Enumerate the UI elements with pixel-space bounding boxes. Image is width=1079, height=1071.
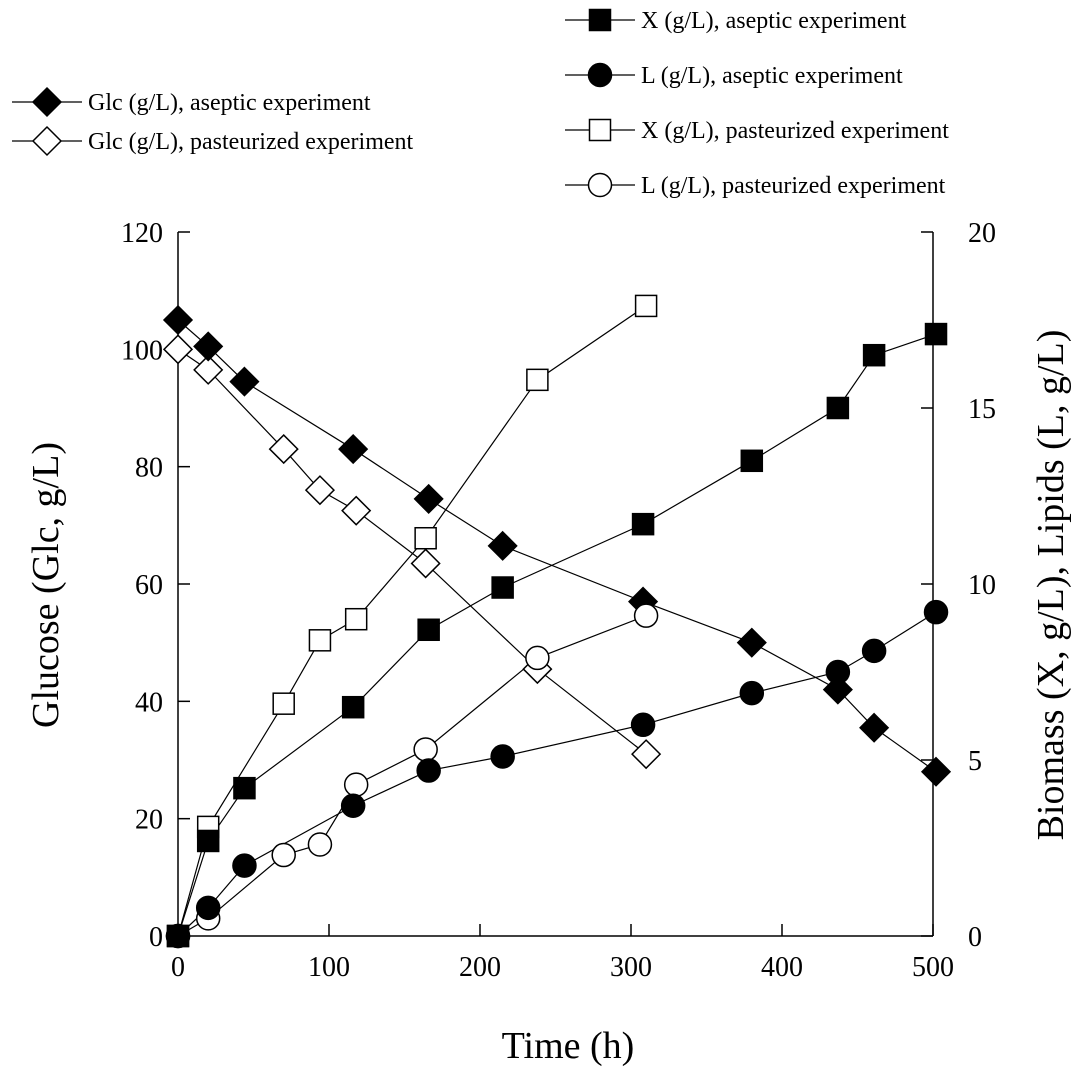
data-point [193, 331, 224, 362]
x-tick-label: 300 [610, 952, 652, 983]
legend-marker [31, 86, 63, 118]
data-point [413, 737, 438, 762]
legend-label: L (g/L), pasteurized experiment [641, 173, 946, 199]
data-point [924, 322, 948, 346]
data-point [822, 674, 853, 705]
left-y-tick-label: 100 [121, 335, 163, 366]
series-line [177, 333, 937, 937]
data-point [413, 483, 444, 514]
x-tick-label: 500 [912, 952, 954, 983]
legend-label: X (g/L), aseptic experiment [641, 8, 907, 34]
data-point [826, 396, 850, 420]
data-point [271, 842, 296, 868]
x-tick-label: 100 [308, 952, 350, 983]
tick-labels: 0 100 200 300 400 500 0 20 40 60 80 100 120 0 5 10 15 20 [121, 218, 996, 983]
data-point [861, 638, 887, 664]
data-point [923, 599, 949, 625]
right-y-tick-label: 15 [968, 394, 996, 425]
series-line [177, 611, 937, 937]
data-point [631, 739, 662, 770]
plot-frame [177, 232, 934, 937]
data-point [165, 923, 191, 949]
x-tick-label: 200 [459, 952, 501, 983]
data-point [634, 294, 658, 318]
data-point [307, 832, 333, 857]
data-point [920, 756, 952, 787]
series-line [177, 615, 647, 937]
data-point [195, 895, 221, 921]
data-point [525, 645, 550, 671]
legend-label: Glc (g/L), pasteurized experiment [88, 129, 414, 155]
data-point [487, 530, 518, 561]
right-y-tick-label: 5 [968, 746, 982, 777]
legend-label: Glc (g/L), aseptic experiment [88, 90, 371, 116]
axis-ticks [177, 231, 934, 937]
legend-marker [588, 8, 612, 32]
left-y-tick-label: 60 [135, 570, 163, 601]
data-point [633, 603, 659, 628]
data-point [229, 366, 260, 397]
legend-marker [587, 172, 613, 198]
data-point [417, 618, 440, 642]
data-point [272, 692, 295, 715]
data-point [859, 712, 890, 743]
data-point [304, 475, 336, 506]
data-point [410, 548, 441, 579]
x-tick-label: 0 [171, 952, 185, 983]
right-y-tick-label: 10 [968, 570, 996, 601]
data-point [416, 758, 441, 783]
data-point [233, 776, 256, 800]
data-point [740, 449, 764, 473]
left-y-tick-label: 120 [121, 218, 163, 249]
legend-marker [587, 62, 613, 88]
data-point [162, 304, 194, 336]
data-point [490, 744, 515, 769]
data-point [193, 354, 224, 385]
x-tick-label: 400 [761, 952, 803, 983]
legend: Glc (g/L), aseptic experiment Glc (g/L), … [12, 8, 949, 199]
data-point [268, 434, 299, 465]
data-point [630, 712, 656, 738]
legend-label: X (g/L), pasteurized experiment [641, 118, 949, 144]
data-point [162, 334, 194, 365]
data-point [341, 695, 365, 719]
data-point [341, 495, 372, 526]
data-point [232, 853, 257, 878]
left-y-tick-label: 20 [135, 805, 163, 836]
data-point [340, 793, 366, 819]
left-y-tick-label: 80 [135, 453, 163, 484]
data-point [739, 680, 765, 706]
x-axis-title: Time (h) [502, 1025, 635, 1067]
data-point [736, 627, 767, 658]
data-point [825, 659, 851, 685]
data-point [526, 368, 549, 392]
series-line [177, 348, 647, 755]
left-y-axis-title: Glucose (Glc, g/L) [25, 442, 67, 728]
data-point [308, 629, 332, 652]
legend-marker [588, 118, 612, 142]
data-point [491, 576, 514, 599]
right-y-tick-label: 0 [968, 922, 982, 953]
right-y-tick-label: 20 [968, 218, 996, 249]
data-point [344, 607, 368, 631]
legend-marker [31, 125, 63, 157]
data-point [414, 526, 437, 550]
data-point [862, 343, 886, 367]
series-layer [162, 294, 952, 949]
data-point [343, 772, 369, 797]
left-y-tick-label: 40 [135, 687, 163, 718]
left-y-tick-label: 0 [149, 922, 163, 953]
legend-label: L (g/L), aseptic experiment [641, 63, 903, 89]
right-y-axis-title: Biomass (X, g/L), Lipids (L, g/L) [1030, 330, 1072, 841]
series-line [177, 305, 647, 937]
data-point [196, 829, 220, 853]
data-point [338, 434, 369, 465]
data-point [631, 512, 655, 536]
